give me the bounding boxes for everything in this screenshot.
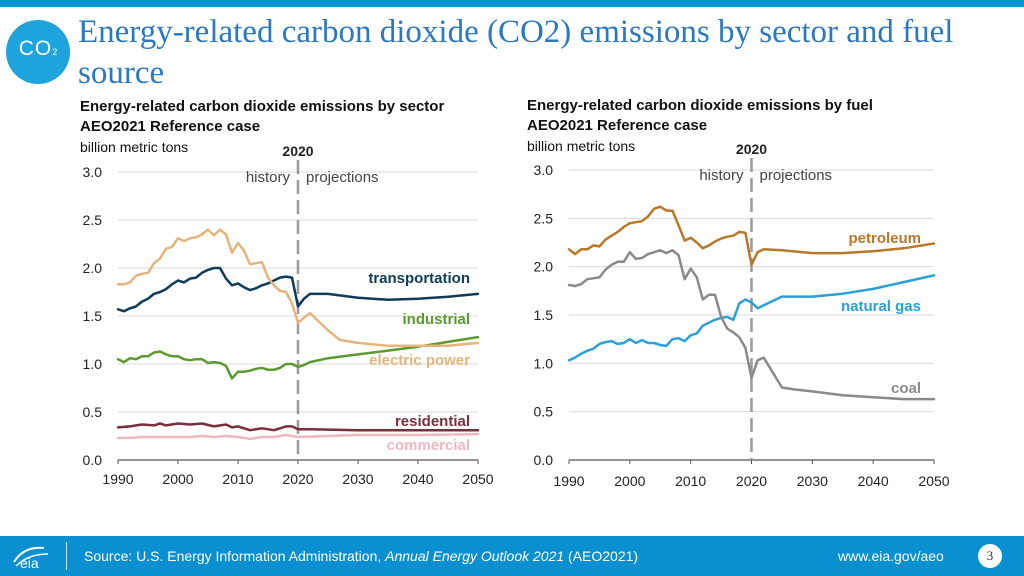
- top-accent-bar: [0, 0, 1024, 7]
- sector-x-tick-label: 2010: [222, 471, 253, 487]
- sector-label-residential: residential: [395, 413, 470, 430]
- fuel-x-tick-label: 2020: [736, 473, 767, 489]
- page-number: 3: [978, 544, 1002, 568]
- logo-text: CO2: [18, 37, 58, 60]
- footer-bar: eia Source: U.S. Energy Information Admi…: [0, 536, 1024, 576]
- fuel-label-petroleum: petroleum: [848, 230, 921, 247]
- right-chart-title: Energy-related carbon dioxide emissions …: [527, 97, 873, 114]
- sector-label-transportation: transportation: [368, 270, 470, 287]
- sector-series-transportation: [116, 266, 480, 313]
- fuel-x-tick-label: 2000: [614, 473, 645, 489]
- fuel-emissions-chart: 0.0 0.5 1.0 1.5 2.0 2.5 3.0 1990 2000 2010 2020 203…: [534, 141, 950, 489]
- sector-y-tick-label: 0.0: [83, 452, 103, 468]
- sector-label-commercial: commercial: [387, 437, 470, 454]
- fuel-series-natural-gas: [567, 274, 936, 362]
- left-chart-subtitle: AEO2021 Reference case: [80, 118, 261, 135]
- sector-series-residential: [116, 422, 480, 432]
- sector-series-industrial: [116, 335, 480, 380]
- sector-series-electric-power: [116, 228, 480, 348]
- sector-x-tick-label: 2020: [282, 471, 313, 487]
- sector-y-tick-label: 3.0: [83, 164, 103, 180]
- fuel-y-tick-label: 1.5: [534, 307, 554, 323]
- co2-logo-icon: CO2: [6, 20, 70, 84]
- fuel-y-tick-label: 0.0: [534, 452, 554, 468]
- right-chart-unit: billion metric tons: [527, 138, 636, 154]
- eia-logo-text: eia: [20, 555, 39, 571]
- fuel-label-coal: coal: [891, 380, 921, 397]
- sector-label-industrial: industrial: [402, 311, 470, 328]
- fuel-y-tick-label: 0.5: [534, 404, 554, 420]
- page-title: Energy-related carbon dioxide (CO2) emis…: [78, 14, 954, 91]
- sector-series-commercial: [116, 432, 480, 441]
- sector-x-tick-label: 2050: [462, 471, 493, 487]
- fuel-y-tick-label: 2.0: [534, 259, 554, 275]
- sector-y-tick-label: 2.0: [83, 260, 103, 276]
- sector-y-tick-label: 1.0: [83, 356, 103, 372]
- fuel-series-petroleum: [567, 205, 936, 266]
- sector-emissions-chart: 0.0 0.5 1.0 1.5 2.0 2.5 3.0 1990 2000 2010 2020 203…: [83, 143, 494, 487]
- logo-subscript: 2: [52, 47, 58, 57]
- sector-x-tick-label: 2000: [162, 471, 193, 487]
- fuel-x-tick-label: 2010: [675, 473, 706, 489]
- left-chart-unit: billion metric tons: [80, 139, 189, 155]
- right-chart-subtitle: AEO2021 Reference case: [527, 117, 708, 134]
- left-chart-header: Energy-related carbon dioxide emissions …: [80, 97, 444, 157]
- sector-history-label: history: [246, 169, 291, 186]
- eia-logo-icon: eia: [13, 546, 49, 571]
- fuel-series-coal: [567, 248, 936, 401]
- sector-x-tick-label: 2040: [402, 471, 433, 487]
- sector-projections-label: projections: [306, 169, 379, 186]
- fuel-x-tick-label: 1990: [553, 473, 584, 489]
- right-chart-header: Energy-related carbon dioxide emissions …: [527, 96, 873, 156]
- fuel-label-natural-gas: natural gas: [841, 298, 921, 315]
- fuel-history-label: history: [699, 167, 744, 184]
- sector-x-tick-label: 2030: [342, 471, 373, 487]
- fuel-y-tick-label: 2.5: [534, 210, 554, 226]
- sector-label-electric-power: electric power: [369, 352, 470, 369]
- source-publication: Annual Energy Outlook 2021: [385, 548, 565, 564]
- sector-y-tick-label: 0.5: [83, 404, 103, 420]
- fuel-x-tick-label: 2040: [858, 473, 889, 489]
- footer-divider: [66, 542, 67, 570]
- fuel-divider-year: 2020: [736, 141, 767, 157]
- fuel-y-tick-label: 1.0: [534, 355, 554, 371]
- fuel-projections-label: projections: [760, 167, 833, 184]
- sector-y-tick-label: 2.5: [83, 212, 103, 228]
- sector-y-tick-label: 1.5: [83, 308, 103, 324]
- eia-url-link[interactable]: www.eia.gov/aeo: [838, 548, 944, 564]
- left-chart-title: Energy-related carbon dioxide emissions …: [80, 98, 445, 115]
- fuel-x-tick-label: 2030: [797, 473, 828, 489]
- sector-x-tick-label: 1990: [102, 471, 133, 487]
- fuel-x-tick-label: 2050: [918, 473, 949, 489]
- sector-divider-year: 2020: [282, 143, 313, 159]
- fuel-y-tick-label: 3.0: [534, 162, 554, 178]
- source-note: Source: U.S. Energy Information Administ…: [84, 548, 639, 564]
